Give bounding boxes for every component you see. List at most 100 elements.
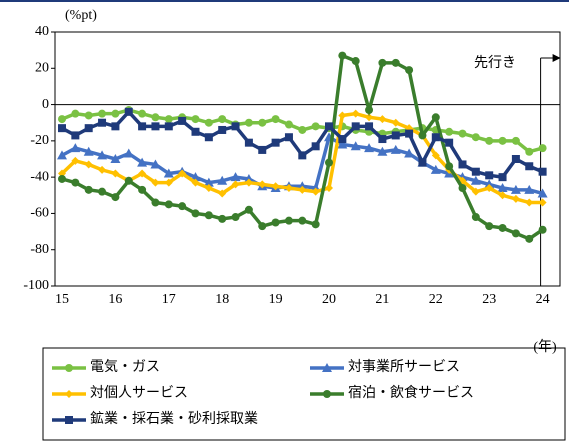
data-point (431, 151, 440, 160)
data-point (485, 184, 494, 193)
data-point (538, 198, 547, 207)
data-point (258, 118, 267, 127)
data-point (510, 184, 521, 194)
data-point (390, 144, 401, 154)
data-point (244, 138, 253, 147)
data-point (71, 131, 80, 140)
data-point (231, 180, 240, 189)
y-tick-label: 40 (35, 24, 49, 39)
data-point (445, 162, 454, 171)
legend-label: 電気・ガス (90, 359, 160, 375)
data-point (218, 125, 227, 134)
data-point (124, 176, 133, 185)
x-tick-label: 19 (269, 292, 283, 307)
plot-frame (54, 31, 561, 287)
data-point (271, 218, 280, 227)
series-line (61, 53, 544, 241)
data-point (58, 115, 66, 124)
data-point (124, 107, 133, 116)
data-point (405, 129, 414, 138)
data-point (243, 173, 254, 183)
data-point (203, 177, 214, 187)
data-point (151, 122, 160, 131)
data-point (418, 158, 427, 167)
data-point (178, 116, 187, 125)
forecast-arrowhead (552, 54, 561, 62)
data-point (377, 146, 388, 156)
data-point (284, 216, 293, 225)
data-point (445, 138, 454, 147)
data-point (98, 187, 107, 196)
data-point (485, 136, 494, 145)
x-tick-label: 20 (322, 292, 336, 307)
data-point (350, 141, 361, 151)
data-point (298, 185, 307, 194)
legend-marker (65, 364, 73, 372)
data-point (271, 115, 280, 124)
data-point (391, 58, 400, 67)
legend-box (42, 347, 566, 441)
legend-label: 鉱業・採石業・砂利採取業 (90, 410, 258, 427)
x-tick-label: 23 (482, 292, 496, 307)
data-point (111, 109, 120, 118)
data-point (84, 185, 93, 194)
data-point (511, 229, 520, 238)
data-point (151, 198, 160, 207)
data-point (325, 122, 333, 131)
data-point (231, 122, 240, 131)
data-point (151, 178, 160, 187)
data-point (138, 109, 147, 118)
x-tick-label: 22 (429, 292, 443, 307)
data-point (404, 148, 415, 158)
data-point (405, 66, 414, 75)
legend-marker (322, 363, 332, 372)
y-tick-label: -20 (30, 133, 49, 148)
x-tick-label: 18 (215, 292, 229, 307)
data-point (244, 178, 253, 187)
data-point (378, 115, 387, 124)
data-point (123, 148, 134, 158)
x-tick-label: 17 (162, 292, 176, 307)
data-point (458, 160, 467, 169)
data-point (218, 189, 227, 198)
data-point (204, 184, 213, 193)
data-point (497, 183, 508, 193)
data-point (84, 124, 93, 133)
data-point (258, 180, 267, 189)
data-point (364, 143, 375, 153)
data-point (470, 175, 481, 185)
data-point (137, 157, 148, 167)
legend-marker (323, 390, 331, 398)
data-point (471, 213, 480, 222)
data-point (511, 194, 520, 203)
y-tick-label: 0 (42, 97, 49, 112)
data-point (244, 205, 253, 214)
data-point (178, 169, 187, 178)
data-point (271, 138, 280, 147)
data-point (378, 58, 387, 67)
data-point (538, 225, 547, 234)
data-point (138, 185, 147, 194)
data-point (365, 106, 374, 115)
data-point (338, 51, 347, 60)
data-point (150, 159, 161, 169)
x-tick-label: 15 (55, 292, 69, 307)
data-point (498, 223, 507, 232)
data-point (311, 187, 320, 196)
series-line (61, 109, 544, 180)
data-point (430, 164, 441, 174)
data-point (97, 150, 108, 160)
data-point (151, 113, 160, 122)
data-point (191, 115, 200, 124)
data-point (498, 136, 507, 145)
data-point (431, 133, 440, 142)
data-point (525, 162, 534, 171)
data-point (111, 193, 120, 202)
data-point (298, 216, 307, 225)
data-point (511, 136, 520, 145)
data-point (98, 118, 107, 127)
legend-label: 宿泊・飲食サービス (348, 384, 474, 401)
data-point (71, 156, 80, 165)
data-point (445, 127, 454, 136)
data-point (365, 122, 374, 131)
